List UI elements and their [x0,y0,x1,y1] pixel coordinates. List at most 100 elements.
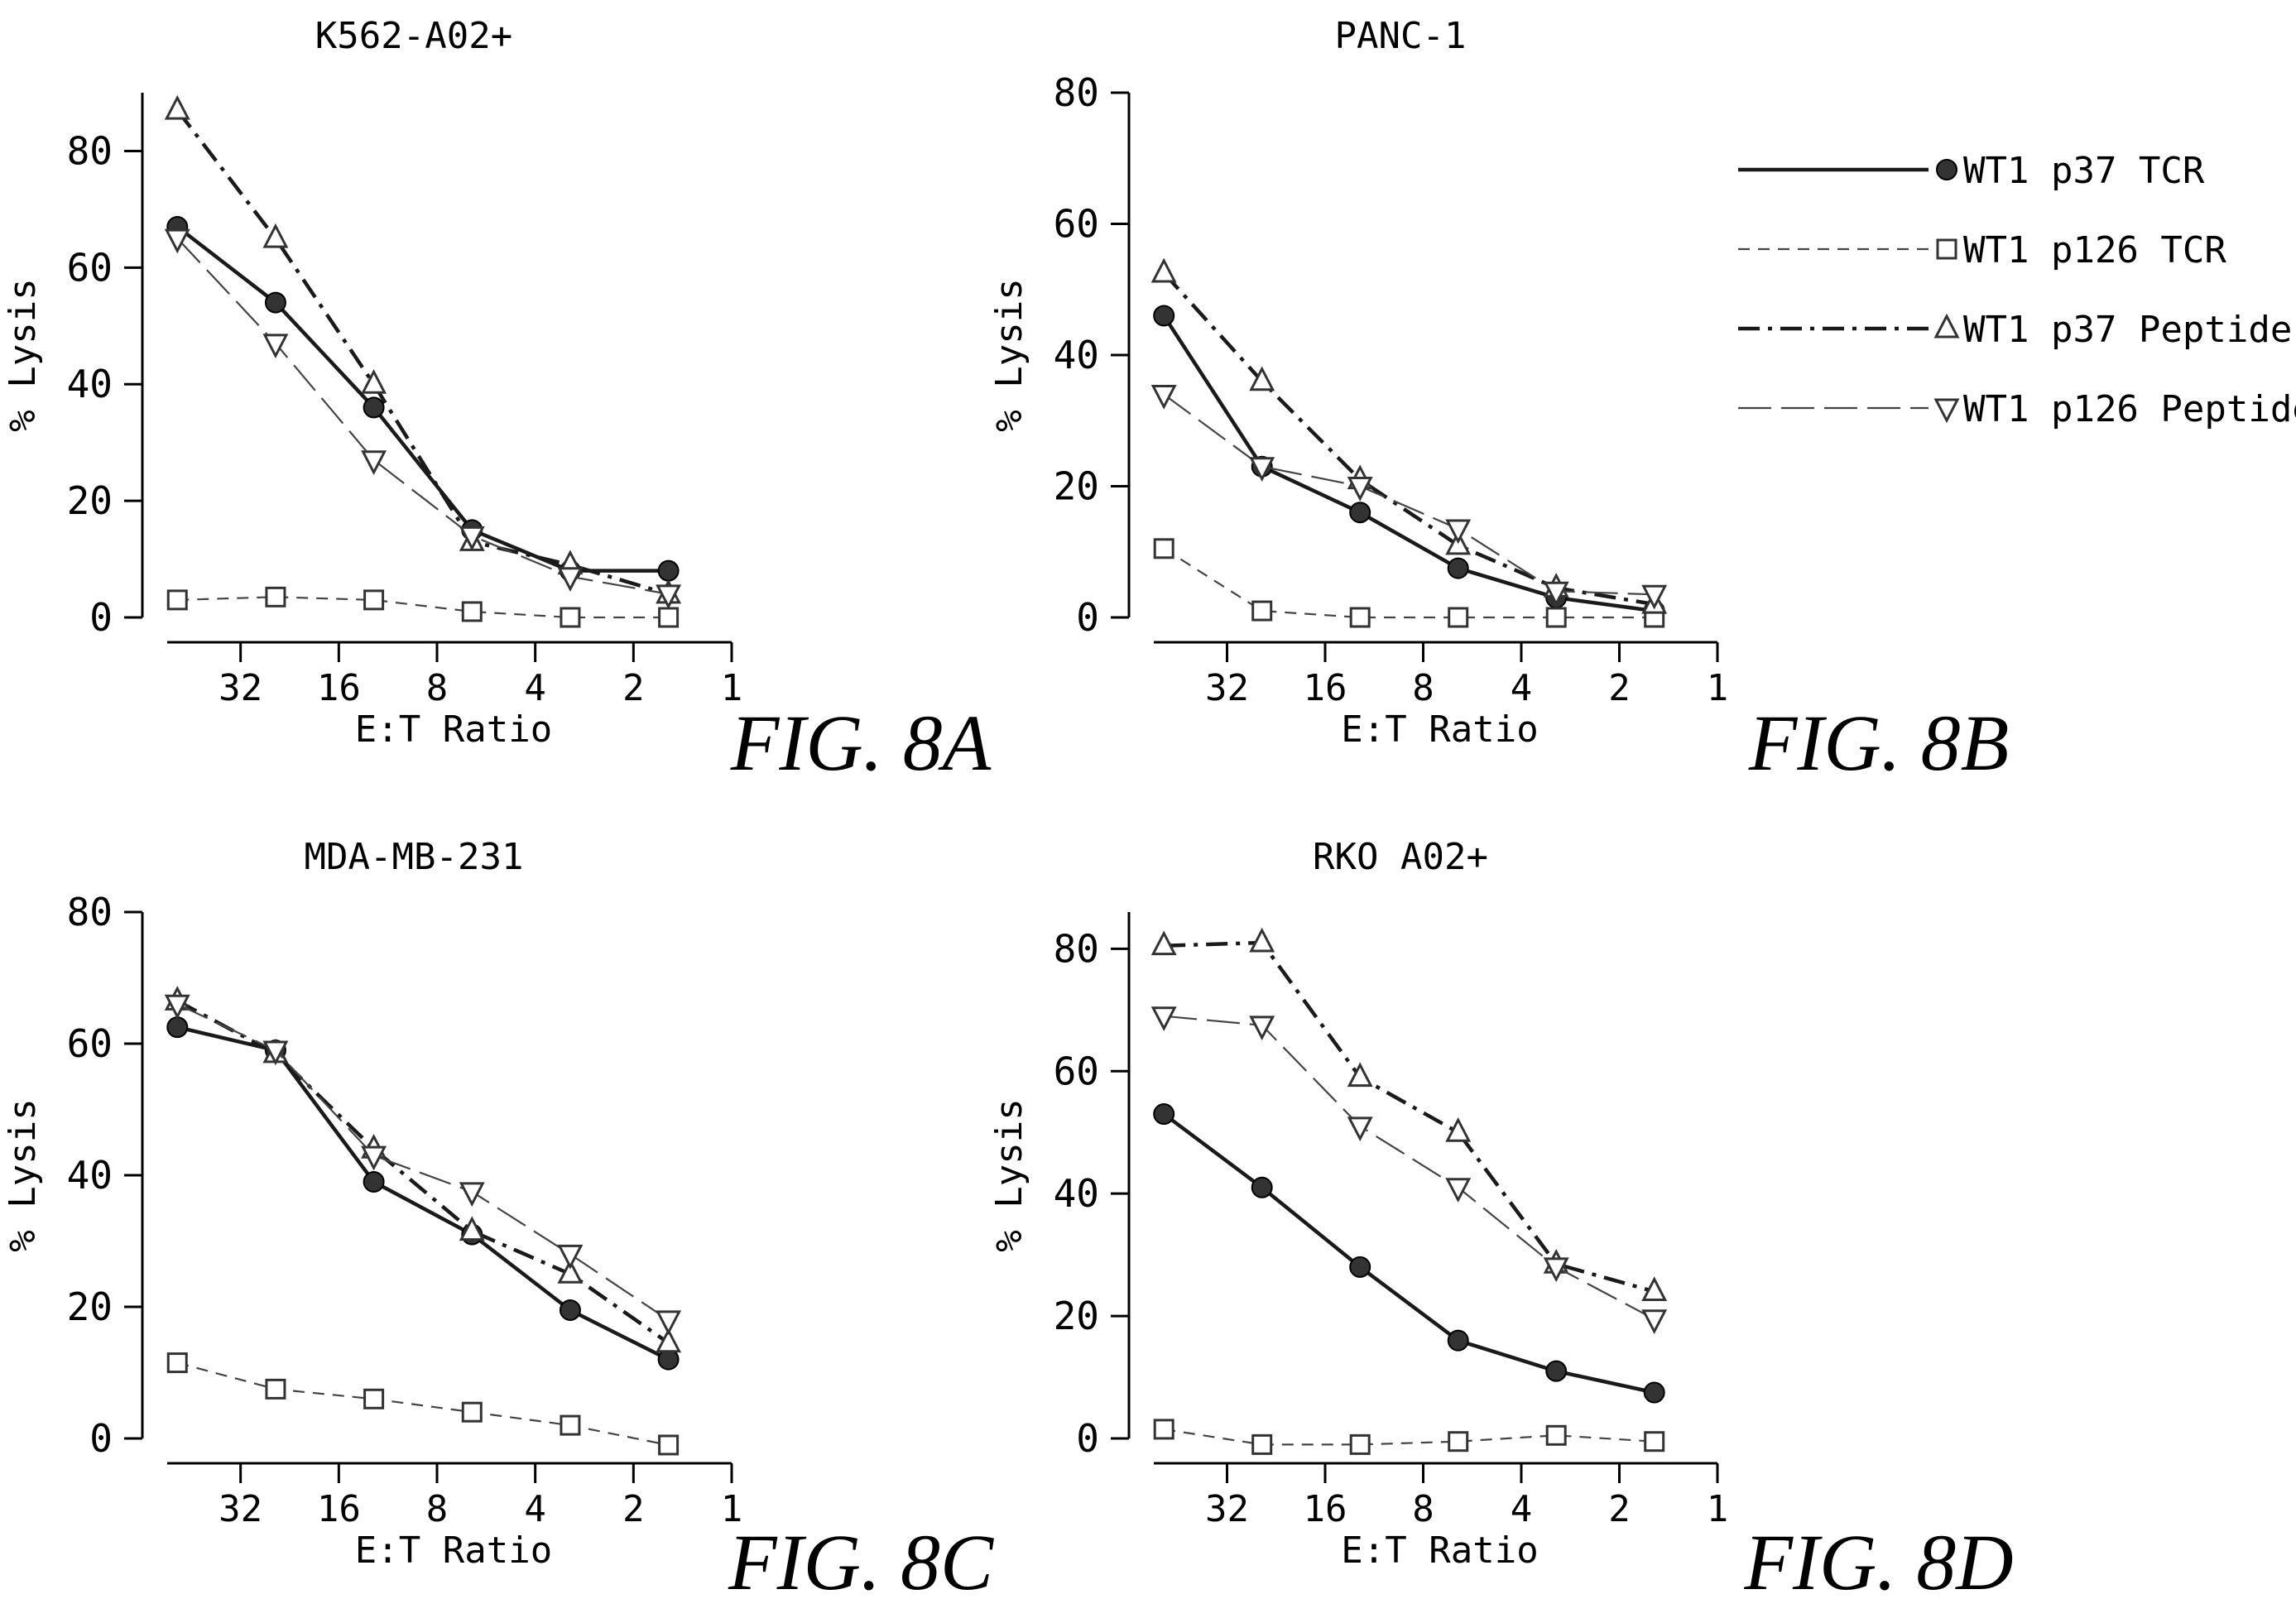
series-2 [1153,1419,1665,1455]
data-point [363,1388,385,1409]
y-tick-label: 60 [67,1021,113,1066]
y-axis-label: % Lysis [2,1098,44,1251]
x-tick-label: 2 [622,1488,645,1530]
x-tick-label: 4 [1511,667,1533,709]
chart-title: PANC-1 [1335,15,1467,57]
data-point [1641,1276,1668,1302]
data-point [656,1310,682,1336]
data-point [557,567,584,592]
data-point [559,1299,581,1321]
data-point [1347,1062,1373,1088]
data-point [1545,607,1567,628]
data-point [264,291,286,314]
y-tick-label: 80 [1054,70,1099,115]
data-point [262,1040,289,1066]
data-point [1249,927,1275,953]
data-point [265,1378,286,1400]
figure-label: FIG. 8C [728,1518,994,1606]
series-line [1164,1015,1655,1320]
x-tick-label: 16 [317,1488,361,1530]
data-point [656,1328,682,1353]
figure-label: FIG. 8D [1743,1518,2013,1606]
x-tick-label: 1 [1707,667,1729,709]
series-line [177,596,669,619]
x-tick-label: 8 [426,1488,449,1530]
data-point [164,994,190,1020]
data-point [1251,600,1273,622]
y-tick-label: 60 [1054,1049,1099,1093]
x-tick-label: 1 [721,1488,743,1530]
data-point [363,589,385,611]
data-point [363,1170,385,1193]
x-tick-label: 2 [1608,667,1631,709]
y-tick-label: 40 [67,362,113,406]
open-square-icon [1936,238,1957,260]
data-point [557,1258,584,1284]
data-point [361,368,387,394]
y-tick-label: 60 [67,245,113,290]
chart-title: MDA-MB-231 [305,836,524,878]
data-point [1545,1360,1568,1382]
data-point [1349,1256,1371,1278]
x-axis-label: E:T Ratio [1341,1529,1538,1572]
series-line [1164,940,1655,1294]
y-tick-label: 80 [67,128,113,173]
data-point [557,1244,584,1270]
series-1 [166,1016,680,1371]
chart-title: RKO A02+ [1313,836,1488,878]
y-tick-label: 80 [1054,926,1099,971]
series-1 [166,216,680,582]
data-point [1150,1006,1177,1031]
data-point [657,559,680,582]
series-3 [1150,927,1668,1302]
chart-panel-4: 0 20 40 60 80 32 16 8 4 2 1 RKO A02+ E:T Ratio % Lysi… [988,836,2014,1606]
data-point [1349,1433,1371,1455]
series-line [176,1003,670,1321]
figure-label: FIG. 8B [1748,699,2010,787]
x-tick-label: 1 [721,667,743,709]
data-point [1448,607,1469,628]
open-triangle-down-icon [1933,398,1960,424]
data-point [164,94,190,120]
y-tick-label: 0 [1076,595,1099,640]
data-point [658,607,680,628]
data-point [1641,584,1668,610]
data-point [1445,1178,1472,1203]
series-line [1164,1428,1655,1446]
x-tick-label: 8 [426,667,449,709]
legend-label: WT1 p37 Peptide [1963,309,2292,351]
series-2 [1153,538,1665,628]
y-tick-label: 40 [67,1153,113,1198]
x-tick-label: 2 [1608,1488,1631,1530]
data-point [1347,1116,1373,1142]
data-point [166,589,188,611]
series-line [175,225,669,573]
x-axis-label: E:T Ratio [1341,708,1538,751]
y-tick-label: 40 [1054,333,1099,377]
open-triangle-up-icon [1933,313,1960,339]
y-tick-label: 40 [1054,1171,1099,1216]
data-point [1251,1433,1273,1455]
legend-entry-1: WT1 p37 TCR [1738,150,2205,192]
legend-entry-4: WT1 p126 Peptide [1738,388,2296,430]
legend-entry-3: WT1 p37 Peptide [1738,309,2292,351]
series-line [176,238,669,595]
series-1 [1153,1103,1665,1404]
data-point [1543,581,1569,607]
data-point [363,396,385,419]
x-tick-label: 1 [1707,1488,1729,1530]
data-point [1447,1329,1469,1352]
data-point [1644,1431,1665,1453]
x-tick-label: 2 [622,667,645,709]
x-tick-label: 32 [219,667,262,709]
data-point [658,1434,680,1456]
series-line [1162,271,1655,607]
series-1 [1153,305,1665,622]
data-point [459,1216,485,1241]
series-line [1162,315,1655,613]
x-tick-label: 32 [1205,667,1249,709]
y-tick-label: 60 [1054,202,1099,247]
data-point [1543,1257,1569,1283]
data-point [166,1352,188,1374]
